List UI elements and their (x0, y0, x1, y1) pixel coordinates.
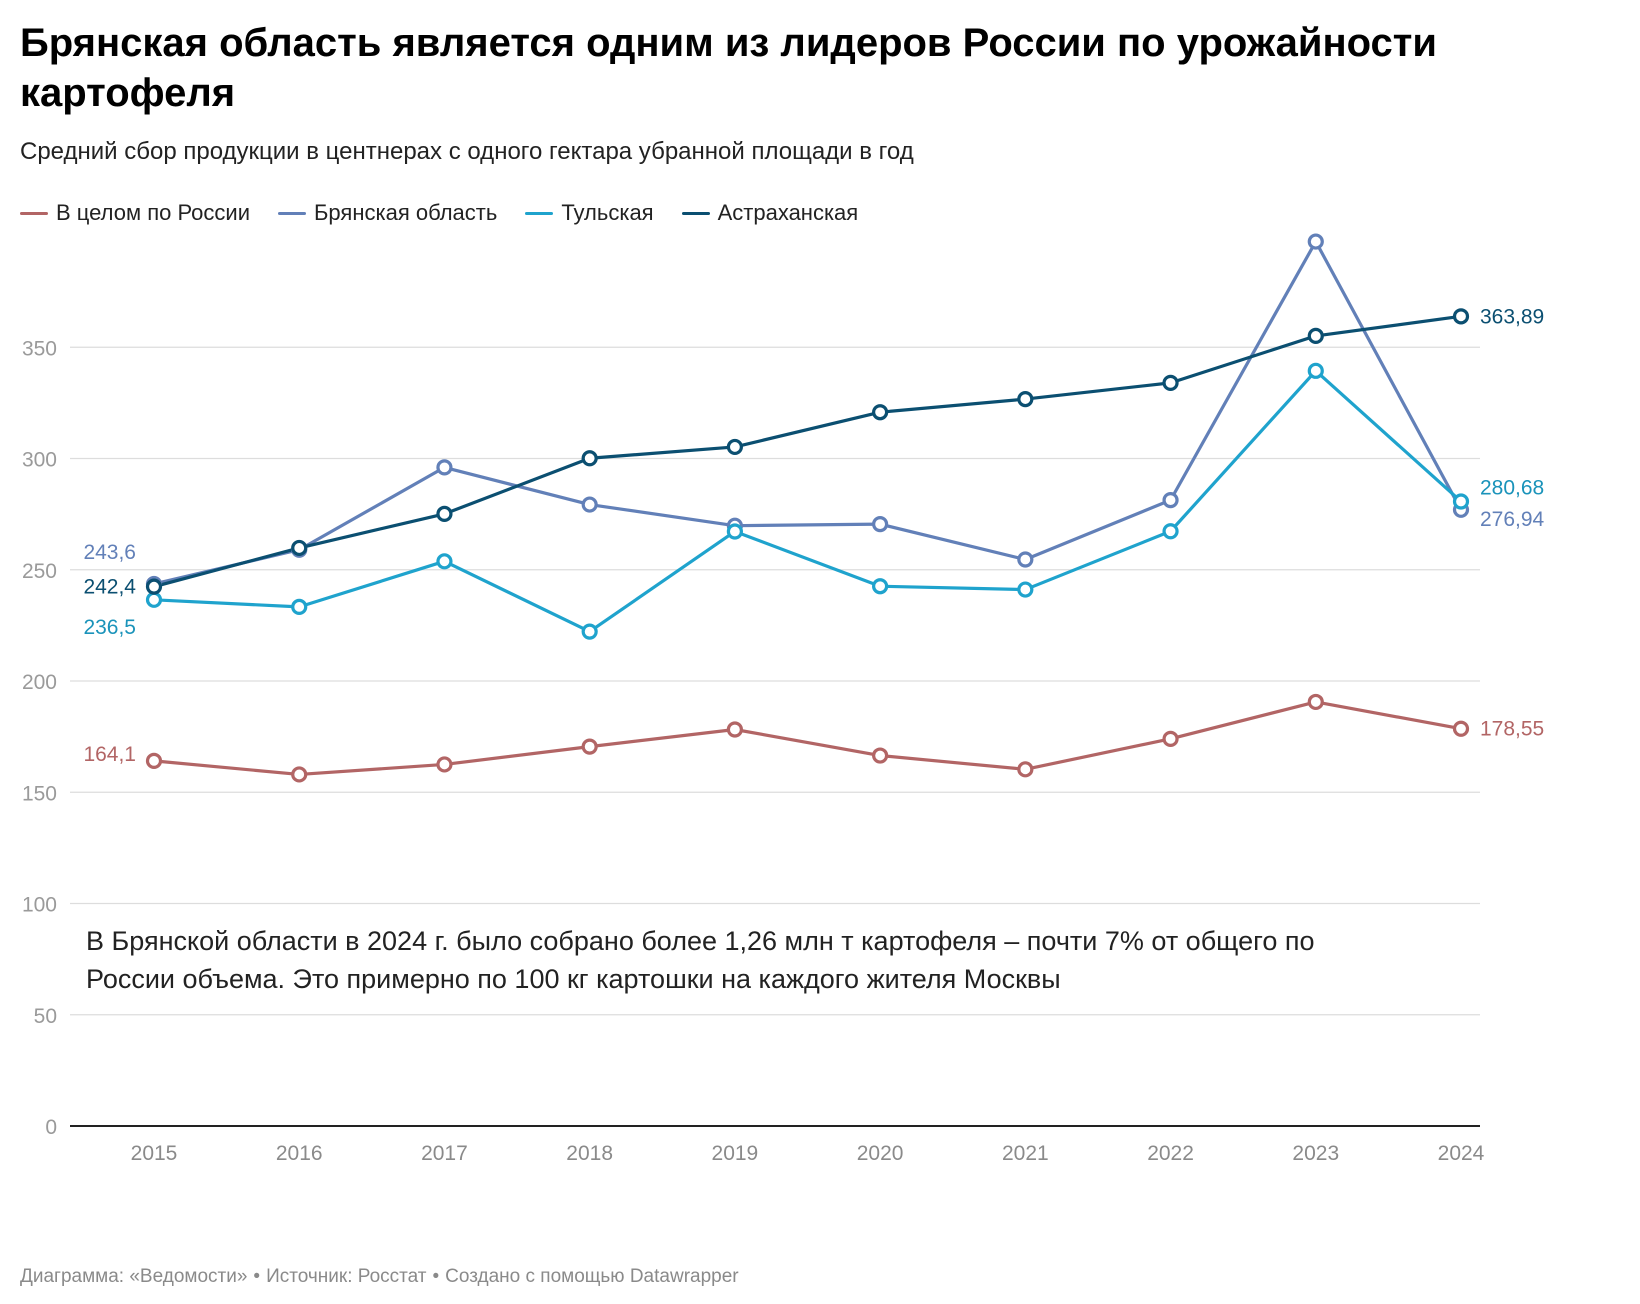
data-point-tula (436, 553, 453, 570)
y-tick-label: 150 (22, 782, 57, 805)
y-tick-label: 100 (22, 894, 57, 917)
data-point-russia (581, 738, 598, 755)
series-line-russia (152, 700, 1463, 777)
data-point-tula (1307, 362, 1324, 379)
end-label-russia: 178,55 (1480, 718, 1544, 741)
series-line-bryansk (152, 239, 1463, 586)
footer-separator: • (432, 1266, 440, 1287)
data-point-tula (145, 591, 163, 608)
start-label-tula: 236,5 (83, 616, 136, 639)
data-point-bryansk (1307, 233, 1324, 250)
data-point-astrakhan (436, 505, 453, 523)
y-tick-label: 300 (22, 449, 57, 472)
x-tick-label: 2024 (1438, 1142, 1485, 1165)
y-tick-label: 250 (22, 560, 57, 583)
y-tick-label: 350 (22, 337, 57, 360)
line-chart: 0 50 100 150 200 250 300 350 2015 2016 2017 2018 201… (22, 233, 1545, 1165)
x-tick-label: 2018 (566, 1142, 613, 1165)
x-tick-label: 2019 (712, 1142, 759, 1165)
data-point-russia (291, 766, 308, 783)
start-label-russia: 164,1 (83, 743, 136, 766)
data-point-tula (1452, 493, 1470, 510)
legend-label-tula: Тульская (561, 200, 654, 225)
legend-item-astrakhan: Астраханская (681, 200, 859, 226)
end-label-bryansk: 276,94 (1480, 508, 1545, 531)
data-point-astrakhan (1162, 374, 1179, 391)
legend-label-astrakhan: Астраханская (717, 200, 859, 225)
annotation: В Брянской области в 2024 г. было собран… (86, 926, 1315, 994)
x-tick-label: 2020 (857, 1142, 904, 1165)
x-tick-label: 2017 (421, 1142, 468, 1165)
legend-item-tula: Тульская (525, 200, 654, 226)
data-point-tula (1162, 523, 1179, 540)
series-line-tula (152, 369, 1463, 634)
x-tick-label: 2015 (131, 1142, 178, 1165)
legend-label-russia: В целом по России (56, 200, 250, 225)
y-tick-label: 0 (45, 1116, 57, 1139)
chart-subtitle: Средний сбор продукции в центнерах с одн… (20, 138, 914, 165)
data-point-astrakhan (872, 404, 889, 421)
end-label-astrakhan: 363,89 (1480, 305, 1544, 328)
data-point-astrakhan (291, 539, 308, 557)
end-label-tula: 280,68 (1480, 476, 1544, 499)
chart-title: Брянская область является одним из лидер… (20, 21, 1437, 115)
legend-label-bryansk: Брянская область (313, 200, 498, 225)
data-point-tula (291, 598, 308, 616)
data-point-tula (726, 523, 743, 540)
footer-made-with: Создано с помощью Datawrapper (445, 1266, 739, 1287)
legend-swatch-tula (525, 211, 554, 215)
data-point-tula (581, 623, 598, 640)
x-tick-label: 2021 (1002, 1142, 1049, 1165)
legend: В целом по России Брянская область Тульс… (20, 200, 858, 226)
data-point-astrakhan (726, 438, 743, 456)
label-layer: 164,1 178,55 243,6 276,94 236,5 280,68 242,4 36… (83, 305, 1544, 766)
data-point-astrakhan (1307, 327, 1324, 345)
annotation-line-1: В Брянской области в 2024 г. было собран… (86, 926, 1315, 956)
data-point-russia (436, 756, 453, 773)
data-point-bryansk (872, 516, 889, 533)
legend-swatch-russia (20, 211, 48, 215)
start-label-bryansk: 243,6 (83, 541, 136, 564)
footer-source: Источник: Росстат (266, 1266, 427, 1287)
series-layer (145, 233, 1470, 783)
data-point-russia (1162, 730, 1179, 747)
data-point-bryansk (1162, 492, 1179, 509)
data-point-astrakhan (145, 578, 163, 595)
data-point-russia (872, 747, 889, 764)
start-label-astrakhan: 242,4 (83, 576, 136, 599)
data-point-tula (1017, 581, 1034, 598)
data-point-bryansk (1017, 551, 1034, 568)
legend-swatch-bryansk (277, 211, 306, 215)
legend-item-russia: В целом по России (20, 200, 250, 226)
data-point-russia (145, 752, 163, 769)
data-point-bryansk (436, 459, 453, 476)
y-tick-label: 50 (34, 1005, 57, 1028)
x-tick-label: 2023 (1292, 1142, 1339, 1165)
footer-separator: • (253, 1266, 261, 1287)
footer-chart-by: Диаграмма: «Ведомости» (20, 1266, 248, 1287)
data-point-bryansk (581, 496, 598, 513)
data-point-russia (1307, 693, 1324, 711)
footer: Диаграмма: «Ведомости» • Источник: Росстат… (20, 1266, 739, 1288)
legend-item-bryansk: Брянская область (277, 200, 498, 226)
x-tick-label: 2016 (276, 1142, 323, 1165)
series-line-astrakhan (152, 314, 1463, 589)
annotation-line-2: России объема. Это примерно по 100 кг ка… (86, 964, 1061, 994)
data-point-russia (1452, 720, 1470, 737)
data-point-astrakhan (1452, 308, 1470, 325)
legend-swatch-astrakhan (681, 211, 710, 215)
data-point-russia (726, 721, 743, 738)
x-tick-label: 2022 (1147, 1142, 1194, 1165)
data-point-russia (1017, 761, 1034, 778)
data-point-tula (872, 578, 889, 595)
grid-layer: 0 50 100 150 200 250 300 350 2015 2016 2017 2018 201… (22, 337, 1485, 1165)
data-point-astrakhan (1017, 390, 1034, 408)
data-point-astrakhan (581, 450, 598, 467)
y-tick-label: 200 (22, 671, 57, 694)
